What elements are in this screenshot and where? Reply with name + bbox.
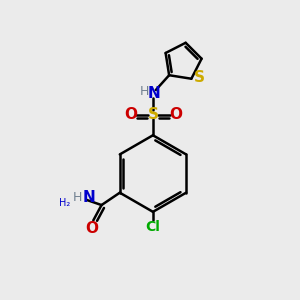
Text: Cl: Cl xyxy=(146,220,160,234)
Text: S: S xyxy=(194,70,205,85)
Text: O: O xyxy=(85,221,98,236)
Text: S: S xyxy=(147,107,158,122)
Text: O: O xyxy=(169,107,182,122)
Text: N: N xyxy=(148,86,161,101)
Text: H: H xyxy=(73,191,82,204)
Text: H: H xyxy=(140,85,149,98)
Text: H₂: H₂ xyxy=(59,198,70,208)
Text: N: N xyxy=(83,190,95,205)
Text: O: O xyxy=(124,107,137,122)
